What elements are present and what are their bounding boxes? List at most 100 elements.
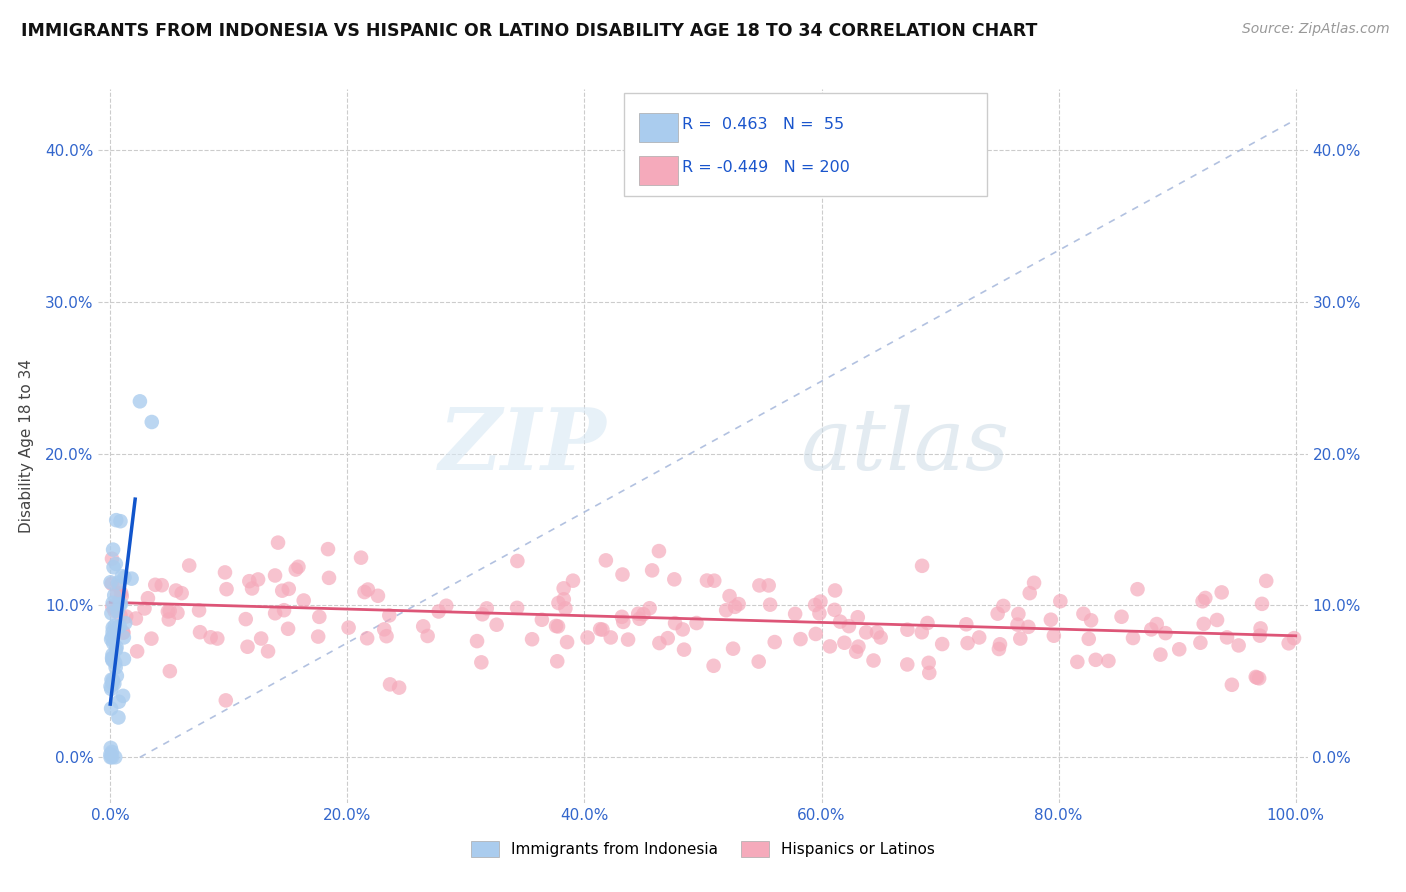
Point <box>638 601 661 615</box>
Point <box>595 553 617 567</box>
Point <box>804 598 827 612</box>
Point <box>105 586 128 600</box>
Point <box>554 601 576 615</box>
Point <box>818 640 841 654</box>
Point <box>108 597 131 611</box>
Point <box>547 596 569 610</box>
Point <box>672 623 695 637</box>
Point <box>292 593 315 607</box>
Point <box>718 589 741 603</box>
Point <box>165 583 187 598</box>
Point <box>110 514 132 528</box>
Point <box>236 640 259 654</box>
Point <box>1256 574 1278 588</box>
Point <box>555 635 578 649</box>
Point <box>911 625 934 640</box>
Point <box>918 656 941 670</box>
Point <box>721 641 744 656</box>
Point <box>238 574 260 589</box>
Point <box>855 625 877 640</box>
Point <box>763 635 786 649</box>
Point <box>1220 678 1243 692</box>
Point <box>373 623 395 637</box>
Point <box>104 656 127 670</box>
Point <box>553 582 575 596</box>
Point <box>388 681 411 695</box>
Point <box>307 630 329 644</box>
Point <box>530 613 553 627</box>
Point <box>1244 670 1267 684</box>
Point <box>627 607 650 621</box>
Point <box>110 586 132 600</box>
Point <box>562 574 585 588</box>
Point <box>1246 671 1268 685</box>
Point <box>1018 586 1040 600</box>
Point <box>101 653 124 667</box>
Point <box>105 669 128 683</box>
Point <box>470 656 492 670</box>
Point <box>103 636 125 650</box>
Point <box>955 617 977 632</box>
Point <box>112 625 135 640</box>
Point <box>1010 632 1032 646</box>
Point <box>576 631 599 645</box>
Point <box>434 599 457 613</box>
Point <box>612 615 634 629</box>
Point <box>105 642 128 657</box>
Point <box>110 608 132 623</box>
Point <box>350 550 373 565</box>
Bar <box>638 113 678 142</box>
Point <box>105 640 128 654</box>
Point <box>100 576 122 591</box>
Point <box>1211 585 1233 599</box>
Point <box>101 673 124 687</box>
Point <box>416 629 439 643</box>
Point <box>917 615 939 630</box>
Point <box>1126 582 1149 597</box>
Point <box>100 681 122 696</box>
Point <box>101 596 124 610</box>
Point <box>215 693 238 707</box>
Point <box>378 608 401 623</box>
Point <box>506 554 529 568</box>
Point <box>277 622 299 636</box>
Point <box>553 592 575 607</box>
Point <box>104 750 127 764</box>
Point <box>100 750 122 764</box>
Text: Source: ZipAtlas.com: Source: ZipAtlas.com <box>1241 22 1389 37</box>
Point <box>1251 597 1274 611</box>
Point <box>1282 631 1305 645</box>
Point <box>648 636 671 650</box>
Point <box>673 642 696 657</box>
Point <box>1007 607 1029 621</box>
Point <box>846 610 869 624</box>
Point <box>101 621 124 635</box>
Point <box>610 609 633 624</box>
Point <box>987 607 1010 621</box>
Point <box>1140 623 1163 637</box>
Point <box>250 632 273 646</box>
Point <box>520 632 543 647</box>
Point <box>1073 607 1095 621</box>
Point <box>1039 613 1062 627</box>
Point <box>107 595 129 609</box>
Point <box>896 623 918 637</box>
Point <box>356 632 378 646</box>
Point <box>114 615 136 630</box>
Point <box>1168 642 1191 657</box>
Point <box>546 654 568 668</box>
Point <box>125 611 148 625</box>
Point <box>465 634 488 648</box>
Point <box>1080 613 1102 627</box>
Point <box>100 740 122 755</box>
Point <box>112 631 135 645</box>
Point <box>427 605 450 619</box>
Point <box>103 676 125 690</box>
Point <box>357 582 380 597</box>
Point <box>105 600 128 615</box>
Point <box>100 673 122 687</box>
Point <box>107 620 129 634</box>
Point <box>127 644 149 658</box>
Point <box>804 627 827 641</box>
Point <box>589 622 612 636</box>
